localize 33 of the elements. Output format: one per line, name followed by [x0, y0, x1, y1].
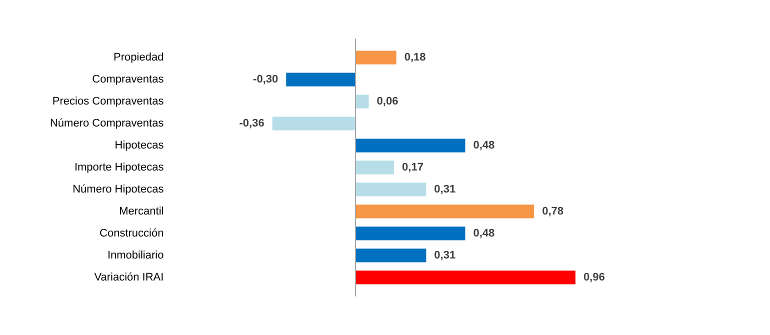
y-tick-label: Variación IRAI	[94, 271, 164, 284]
y-tick-label: Compraventas	[92, 74, 164, 86]
bar	[355, 160, 394, 174]
bar	[355, 248, 426, 262]
data-label: 0,18	[404, 52, 426, 64]
data-label: 0,78	[542, 205, 564, 218]
bar	[355, 94, 369, 108]
bar	[272, 116, 355, 130]
y-tick-label: Inmobiliario	[107, 249, 164, 262]
data-label: 0,31	[434, 184, 456, 196]
y-tick-label: Importe Hipotecas	[74, 162, 164, 174]
bar	[286, 72, 355, 86]
data-label: 0,31	[434, 249, 456, 262]
data-label: -0,36	[239, 118, 264, 130]
data-label: 0,96	[583, 271, 605, 284]
y-tick-label: Construcción	[100, 227, 164, 240]
data-label: 0,17	[402, 162, 424, 174]
y-tick-label: Mercantil	[119, 205, 164, 218]
bar	[355, 270, 576, 284]
data-label: -0,30	[253, 74, 278, 86]
data-label: 0,48	[473, 227, 495, 240]
y-tick-label: Número Hipotecas	[72, 184, 164, 196]
bar	[355, 138, 466, 152]
bar	[355, 182, 426, 196]
data-label: 0,48	[473, 140, 495, 152]
bar	[355, 226, 466, 240]
y-tick-label: Propiedad	[114, 52, 164, 64]
y-tick-label: Número Compraventas	[50, 118, 164, 130]
y-tick-label: Precios Compraventas	[52, 96, 164, 108]
bar	[355, 50, 396, 64]
data-label: 0,06	[376, 96, 398, 108]
bar	[355, 204, 534, 218]
y-tick-label: Hipotecas	[114, 140, 164, 152]
